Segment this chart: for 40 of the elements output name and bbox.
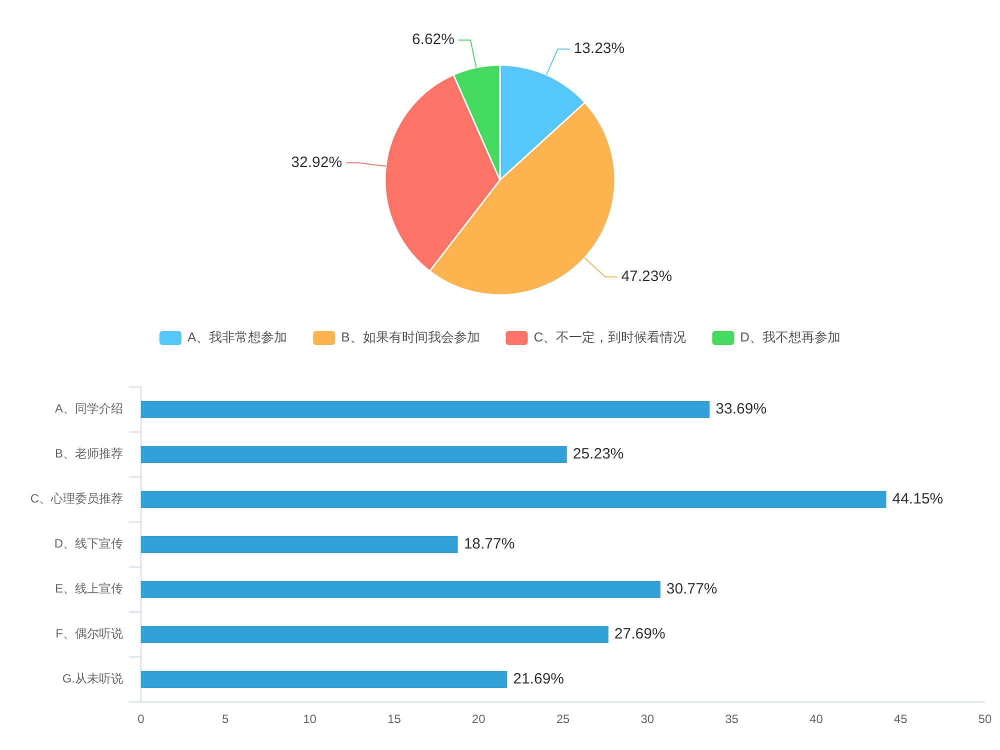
bar: [141, 536, 458, 553]
y-tick-label: D、线下宣传: [54, 536, 123, 551]
data-label: 47.23%: [621, 268, 672, 285]
data-label: 6.62%: [412, 31, 454, 48]
bar: [141, 581, 660, 598]
legend-label: A、我非常想参加: [187, 329, 288, 344]
bar: [141, 401, 710, 418]
x-tick-label: 40: [810, 712, 824, 726]
y-tick-label: C、心理委员推荐: [30, 492, 123, 506]
y-tick-label: B、老师推荐: [54, 446, 123, 461]
legend-label: B、如果有时间我会参加: [341, 329, 480, 344]
data-label: 32.92%: [291, 154, 342, 171]
x-tick-label: 15: [388, 712, 402, 726]
data-label: 25.23%: [572, 445, 624, 462]
data-label: 27.69%: [614, 625, 666, 642]
y-tick-label: G.从未听说: [62, 672, 123, 686]
data-label: 21.69%: [513, 670, 564, 688]
x-tick-label: 30: [640, 712, 654, 726]
bar: [141, 626, 608, 643]
x-tick-label: 25: [556, 712, 570, 726]
bar: [141, 446, 567, 463]
legend-label: C、不一定，到时候看情况: [534, 329, 686, 344]
x-tick-label: 45: [894, 712, 908, 726]
x-tick-label: 5: [222, 712, 230, 726]
data-label: 44.15%: [892, 490, 944, 508]
bar: [141, 491, 886, 508]
x-tick-label: 0: [138, 712, 145, 726]
y-tick-label: A、同学介绍: [54, 402, 123, 416]
data-label: 13.23%: [574, 40, 625, 58]
data-label: 18.77%: [464, 535, 515, 552]
legend-label: D、我不想再参加: [740, 329, 841, 344]
data-label: 33.69%: [716, 400, 767, 418]
x-tick-label: 20: [472, 712, 486, 726]
x-tick-label: 50: [978, 712, 992, 726]
y-tick-label: E、线上宣传: [54, 582, 123, 596]
x-tick-label: 10: [303, 712, 317, 726]
bar: [141, 671, 508, 688]
y-tick-label: F、偶尔听说: [56, 626, 123, 641]
data-label: 30.77%: [666, 580, 718, 598]
x-tick-label: 35: [725, 712, 739, 726]
